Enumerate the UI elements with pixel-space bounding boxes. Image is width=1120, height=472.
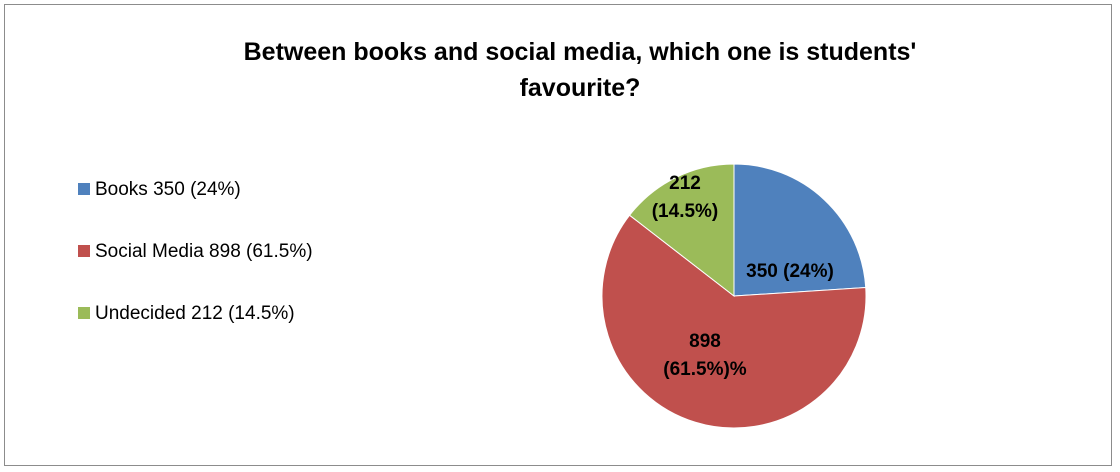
- chart-title: Between books and social media, which on…: [150, 34, 1010, 106]
- chart-title-line-1: Between books and social media, which on…: [243, 38, 917, 66]
- legend-swatch-social-media: [78, 245, 90, 257]
- legend-swatch-undecided: [78, 307, 90, 319]
- pie-slice-books: [733, 163, 867, 297]
- data-label-social-media-line: (61.5%)%: [663, 359, 747, 380]
- legend-label-undecided: Undecided 212 (14.5%): [95, 303, 295, 324]
- legend-item-undecided: Undecided 212 (14.5%): [78, 302, 313, 326]
- chart-area: [4, 4, 1112, 466]
- legend-item-books: Books 350 (24%): [78, 178, 313, 202]
- data-label-undecided: 212 (14.5%): [652, 173, 719, 222]
- pie-slices: [601, 163, 867, 429]
- chart-title-line-2: favourite?: [519, 74, 641, 102]
- legend-label-social-media: Social Media 898 (61.5%): [95, 241, 313, 262]
- pie-slice-undecided: [628, 163, 735, 298]
- data-label-undecided-line: 212: [669, 173, 701, 194]
- legend-swatch-books: [78, 183, 90, 195]
- data-label-social-media-line: 898: [689, 331, 721, 352]
- pie-slice-social-media: [601, 214, 867, 429]
- legend-label-books: Books 350 (24%): [95, 179, 241, 200]
- data-label-books-line: 350 (24%): [746, 261, 834, 282]
- data-label-books: 350 (24%): [746, 261, 834, 282]
- legend: Books 350 (24%) Social Media 898 (61.5%)…: [78, 178, 313, 364]
- data-label-social-media: 898 (61.5%)%: [663, 331, 747, 380]
- pie-data-labels: 350 (24%) 898 (61.5%)% 212 (14.5%): [652, 173, 834, 380]
- data-label-undecided-line: (14.5%): [652, 201, 719, 222]
- legend-item-social-media: Social Media 898 (61.5%): [78, 240, 313, 264]
